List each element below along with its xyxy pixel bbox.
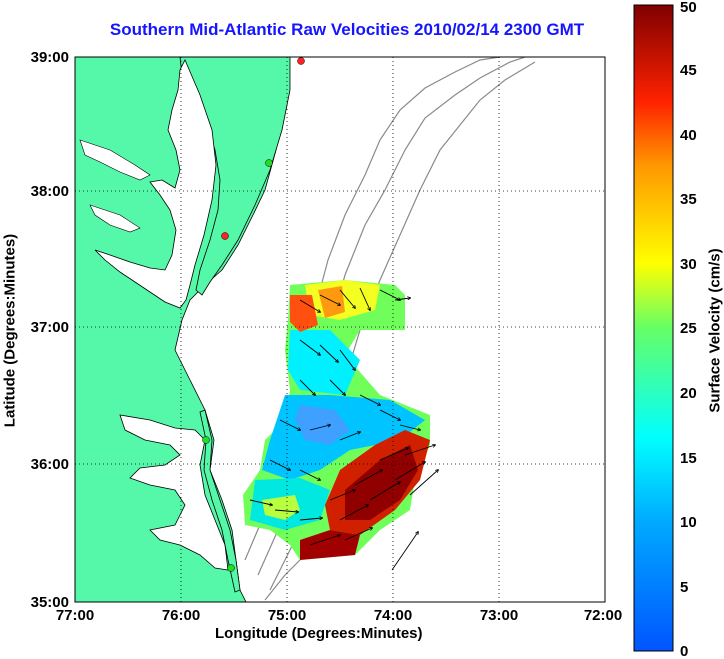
- colorbar-tick-labels: 0 5 10 15 20 25 30 35 40 45 50: [680, 0, 697, 659]
- colorbar-tick-label: 30: [680, 256, 697, 273]
- y-tick-label: 37:00: [31, 319, 69, 336]
- x-tick-label: 77:00: [56, 607, 94, 624]
- x-tick-label: 73:00: [480, 607, 518, 624]
- map-title: Southern Mid-Atlantic Raw Velocities 201…: [109, 20, 585, 39]
- y-tick-label: 35:00: [31, 594, 69, 611]
- colorbar-tick-label: 45: [680, 62, 697, 79]
- x-tick-label: 72:00: [584, 607, 622, 624]
- rappahannock-river: [89, 204, 141, 233]
- x-axis-label: Longitude (Degrees:Minutes): [215, 625, 423, 642]
- x-tick-label: 76:00: [162, 607, 200, 624]
- map-grid: [75, 57, 605, 602]
- station-marker-green: [202, 436, 210, 444]
- pamlico-sound: [119, 414, 229, 571]
- colorbar-tick-label: 0: [680, 643, 688, 659]
- colorbar-tick-label: 35: [680, 191, 697, 208]
- station-marker-green: [265, 159, 273, 167]
- station-marker-red: [297, 57, 305, 65]
- velocity-field: [243, 280, 430, 560]
- colorbar: [633, 4, 674, 652]
- y-tick-label: 38:00: [31, 183, 69, 200]
- y-tick-label: 36:00: [31, 456, 69, 473]
- colorbar-tick-label: 40: [680, 127, 697, 144]
- colorbar-tick-label: 50: [680, 0, 697, 16]
- station-marker-green: [227, 564, 235, 572]
- potomac-river: [79, 139, 151, 181]
- velocity-vectors: [249, 287, 438, 571]
- colorbar-tick-label: 25: [680, 320, 697, 337]
- y-tick-label: 39:00: [31, 49, 69, 66]
- x-tick-label: 74:00: [374, 607, 412, 624]
- y-tick-labels: 39:00 38:00 37:00 36:00 35:00: [31, 49, 69, 611]
- station-marker-red: [221, 232, 229, 240]
- colorbar-tick-label: 5: [680, 579, 688, 596]
- x-tick-labels: 77:00 76:00 75:00 74:00 73:00 72:00: [56, 607, 622, 624]
- outer-banks: [199, 409, 241, 593]
- colorbar-tick-label: 10: [680, 514, 697, 531]
- x-tick-label: 75:00: [268, 607, 306, 624]
- map-frame: [74, 56, 606, 603]
- colorbar-tick-label: 20: [680, 385, 697, 402]
- chesapeake-bay: [94, 59, 217, 309]
- colorbar-tick-label: 15: [680, 450, 697, 467]
- station-markers: [202, 57, 305, 572]
